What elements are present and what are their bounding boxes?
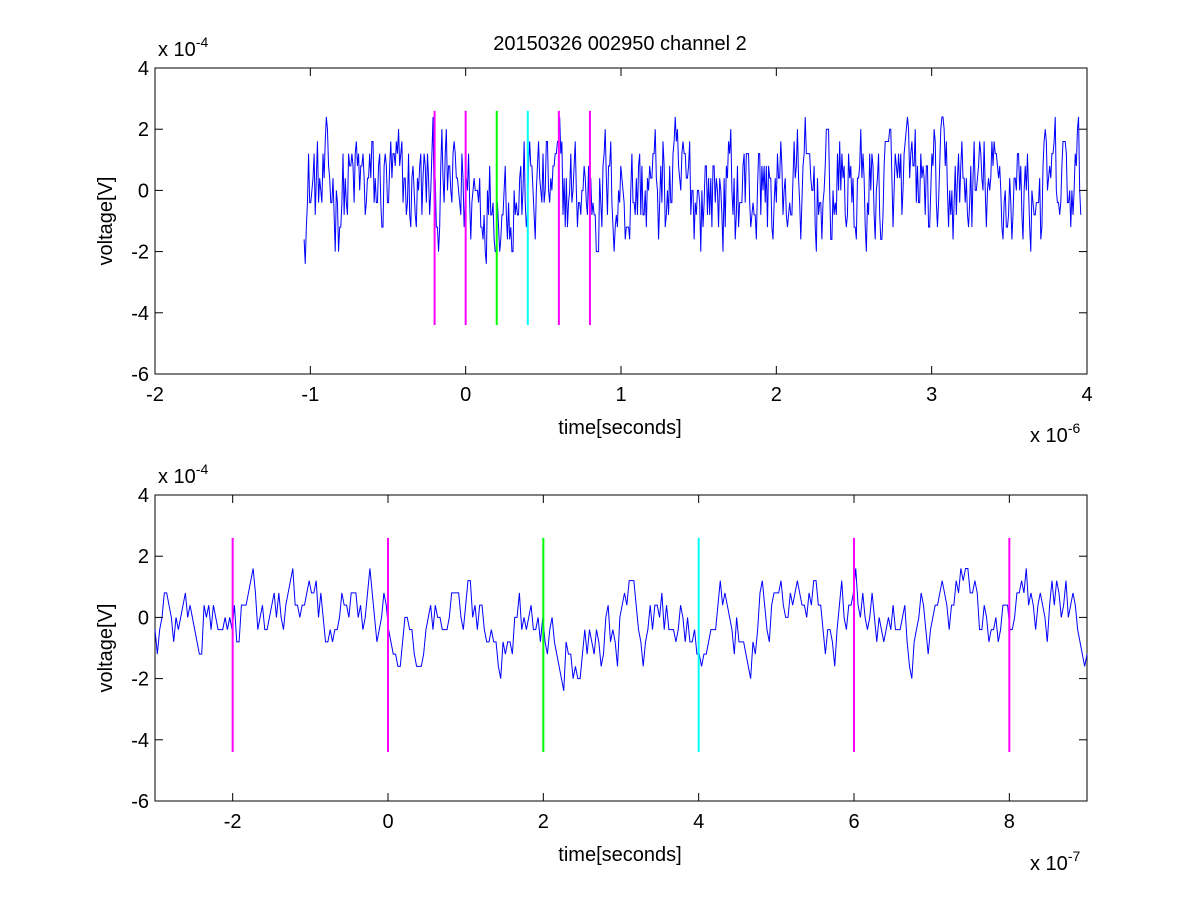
top-x-tick-label-2: 0 xyxy=(460,384,471,406)
bottom-series-line-0 xyxy=(154,567,1088,691)
bottom-y-axis-label: voltage[V] xyxy=(95,604,117,693)
bottom-ticks-layer: -2 0 2 4 6 8 -6 -4 -2 0 2 4 xyxy=(131,485,1087,833)
bottom-x-axis-label: time[seconds] xyxy=(558,844,681,866)
bottom-y-exponent-power: -4 xyxy=(196,461,209,477)
top-series-line-0 xyxy=(303,116,1082,264)
bottom-markers-layer xyxy=(231,537,1011,753)
bottom-x-exponent-power: -7 xyxy=(1068,848,1081,864)
bottom-series-layer xyxy=(154,567,1088,691)
top-y-exponent-power: -4 xyxy=(196,34,209,50)
bottom-x-tick-label-0: -2 xyxy=(224,811,242,833)
top-y-exponent: x 10-4 xyxy=(158,34,208,61)
top-markers-layer xyxy=(433,110,591,326)
bottom-y-tick-label-2: -2 xyxy=(131,669,149,691)
bottom-y-tick-label-1: -4 xyxy=(131,730,149,752)
bottom-y-tick-label-5: 4 xyxy=(138,485,149,507)
bottom-plot-frame xyxy=(154,494,1088,802)
top-y-tick-label-4: 2 xyxy=(138,119,149,141)
bottom-x-tick-label-4: 6 xyxy=(848,811,859,833)
top-x-tick-label-5: 3 xyxy=(926,384,937,406)
top-x-exponent-base: x 10 xyxy=(1030,425,1068,447)
top-y-tick-label-0: -6 xyxy=(131,364,149,386)
top-y-tick-label-2: -2 xyxy=(131,242,149,264)
bottom-x-exponent-base: x 10 xyxy=(1030,853,1068,875)
top-y-exponent-base: x 10 xyxy=(158,39,196,61)
top-y-tick-label-1: -4 xyxy=(131,303,149,325)
bottom-x-tick-label-3: 4 xyxy=(693,811,704,833)
bottom-y-tick-label-0: -6 xyxy=(131,791,149,813)
bottom-x-tick-label-1: 0 xyxy=(382,811,393,833)
top-y-tick-label-5: 4 xyxy=(138,58,149,80)
top-x-tick-label-1: -1 xyxy=(301,384,319,406)
top-x-axis-label: time[seconds] xyxy=(558,417,681,439)
top-x-tick-label-6: 4 xyxy=(1081,384,1092,406)
top-plot-frame xyxy=(154,67,1088,375)
top-x-tick-label-3: 1 xyxy=(615,384,626,406)
top-x-tick-label-4: 2 xyxy=(771,384,782,406)
bottom-x-tick-label-2: 2 xyxy=(538,811,549,833)
bottom-y-tick-label-3: 0 xyxy=(138,607,149,629)
top-x-exponent-power: -6 xyxy=(1068,420,1081,436)
top-x-exponent: x 10-6 xyxy=(1030,420,1080,447)
top-ticks-layer: -2 -1 0 1 2 3 4 -6 -4 -2 0 2 4 xyxy=(131,58,1092,406)
bottom-x-tick-label-5: 8 xyxy=(1004,811,1015,833)
chart-bottom: -2 0 2 4 6 8 -6 -4 -2 0 2 4 time[seconds] voltage[V… xyxy=(95,461,1088,875)
bottom-y-tick-label-4: 2 xyxy=(138,546,149,568)
bottom-x-exponent: x 10-7 xyxy=(1030,848,1080,875)
chart-title: 20150326 002950 channel 2 xyxy=(493,33,747,55)
top-y-tick-label-3: 0 xyxy=(138,180,149,202)
top-y-axis-label: voltage[V] xyxy=(95,177,117,266)
bottom-y-exponent: x 10-4 xyxy=(158,461,208,488)
top-x-tick-label-0: -2 xyxy=(146,384,164,406)
bottom-y-exponent-base: x 10 xyxy=(158,466,196,488)
top-series-layer xyxy=(303,116,1082,264)
